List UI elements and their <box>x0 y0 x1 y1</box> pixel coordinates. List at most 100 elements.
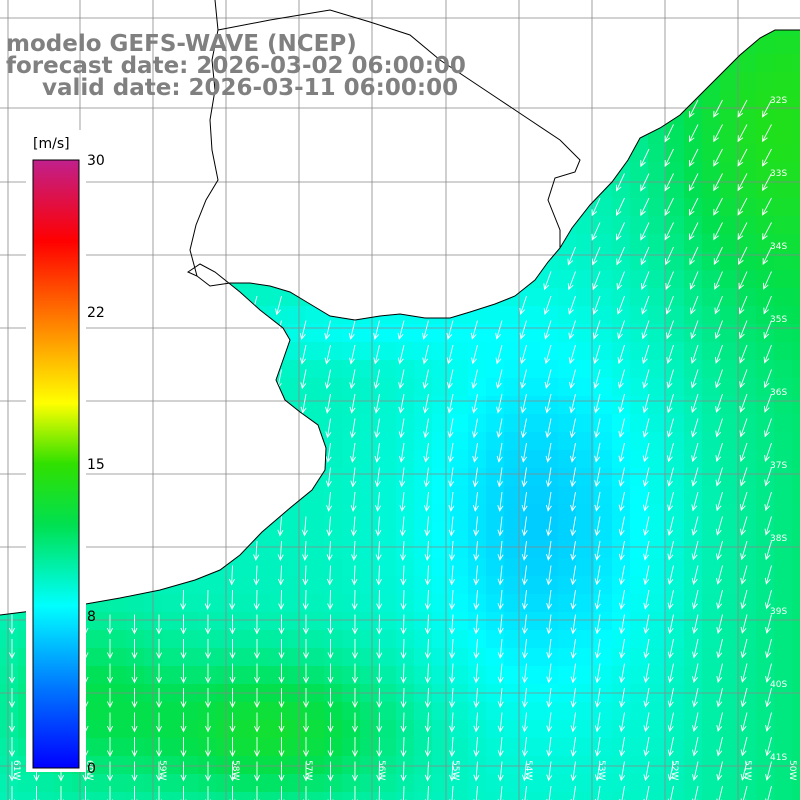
wind-cell <box>666 666 685 685</box>
wind-arrow <box>665 246 674 266</box>
wind-cell <box>450 324 469 343</box>
wind-arrow <box>690 295 699 315</box>
wind-arrow <box>348 320 356 340</box>
wind-cell <box>126 792 145 800</box>
wind-cell <box>792 612 800 631</box>
wind-cell <box>324 684 343 703</box>
latitude-label: 33S <box>770 169 787 179</box>
wind-cell <box>306 396 325 415</box>
wind-cell <box>666 162 685 181</box>
wind-cell <box>720 342 739 361</box>
wind-cell <box>450 594 469 613</box>
wind-arrow <box>351 540 358 561</box>
wind-arrow <box>302 565 309 586</box>
wind-arrow <box>473 785 480 800</box>
wind-cell <box>324 378 343 397</box>
wind-cell <box>504 702 523 721</box>
wind-cell <box>720 306 739 325</box>
wind-cell <box>288 738 307 757</box>
wind-cell <box>0 774 19 793</box>
wind-arrow <box>740 565 748 585</box>
wind-cell <box>396 378 415 397</box>
wind-cell <box>720 180 739 199</box>
wind-cell <box>342 792 361 800</box>
wind-arrow <box>106 614 113 635</box>
wind-cell <box>648 576 667 595</box>
wind-cell <box>756 558 775 577</box>
wind-cell <box>306 522 325 541</box>
wind-arrow <box>594 761 601 782</box>
wind-cell <box>396 540 415 559</box>
wind-cell <box>432 702 451 721</box>
wind-cell <box>306 504 325 523</box>
wind-cell <box>594 324 613 343</box>
latitude-label: 39S <box>770 607 787 617</box>
wind-arrow <box>546 565 553 586</box>
country-border-uruguay <box>217 9 581 248</box>
wind-cell <box>486 792 505 800</box>
wind-cell <box>414 324 433 343</box>
wind-cell <box>666 432 685 451</box>
wind-arrow <box>570 663 577 684</box>
wind-cell <box>756 702 775 721</box>
wind-cell <box>792 648 800 667</box>
wind-cell <box>612 594 631 613</box>
wind-arrow <box>762 99 772 118</box>
wind-arrow <box>713 246 723 266</box>
wind-cell <box>180 738 199 757</box>
wind-arrow <box>327 688 334 709</box>
wind-cell <box>504 396 523 415</box>
wind-arrow <box>667 663 674 684</box>
wind-cell <box>432 468 451 487</box>
wind-arrow <box>376 761 383 782</box>
wind-arrow <box>666 320 674 340</box>
wind-cell <box>378 774 397 793</box>
wind-cell <box>468 792 487 800</box>
wind-cell <box>612 432 631 451</box>
wind-cell <box>90 666 109 685</box>
wind-arrow <box>33 786 40 800</box>
wind-arrow <box>546 663 553 684</box>
wind-cell <box>702 792 721 800</box>
wind-cell <box>684 288 703 307</box>
wind-arrow <box>253 663 261 684</box>
wind-cell <box>648 774 667 793</box>
wind-cell <box>792 468 800 487</box>
wind-cell <box>540 288 559 307</box>
wind-cell <box>774 756 793 775</box>
wind-cell <box>432 666 451 685</box>
wind-arrow <box>619 614 626 635</box>
wind-arrow <box>398 418 405 439</box>
wind-cell <box>414 630 433 649</box>
wind-cell <box>738 432 757 451</box>
wind-cell <box>504 414 523 433</box>
wind-cell <box>540 360 559 379</box>
wind-cell <box>666 342 685 361</box>
wind-cell <box>234 720 253 739</box>
wind-cell <box>342 702 361 721</box>
wind-cell <box>684 558 703 577</box>
wind-arrow <box>619 638 626 659</box>
wind-arrow <box>740 761 748 781</box>
wind-cell <box>756 270 775 289</box>
wind-cell <box>594 684 613 703</box>
wind-arrow <box>570 785 577 800</box>
wind-cell <box>126 630 145 649</box>
wind-cell <box>630 468 649 487</box>
wind-cell <box>738 144 757 163</box>
wind-arrow <box>591 222 601 241</box>
wind-cell <box>792 144 800 163</box>
wind-cell <box>360 630 379 649</box>
wind-cell <box>738 90 757 109</box>
wind-cell <box>648 288 667 307</box>
wind-cell <box>486 756 505 775</box>
wind-arrow <box>302 614 309 635</box>
wind-arrow <box>714 271 723 290</box>
wind-cell <box>108 684 127 703</box>
wind-cell <box>450 684 469 703</box>
wind-cell <box>558 324 577 343</box>
longitude-label: 52W <box>669 760 679 780</box>
wind-cell <box>774 702 793 721</box>
wind-cell <box>774 774 793 793</box>
wind-cell <box>792 324 800 343</box>
